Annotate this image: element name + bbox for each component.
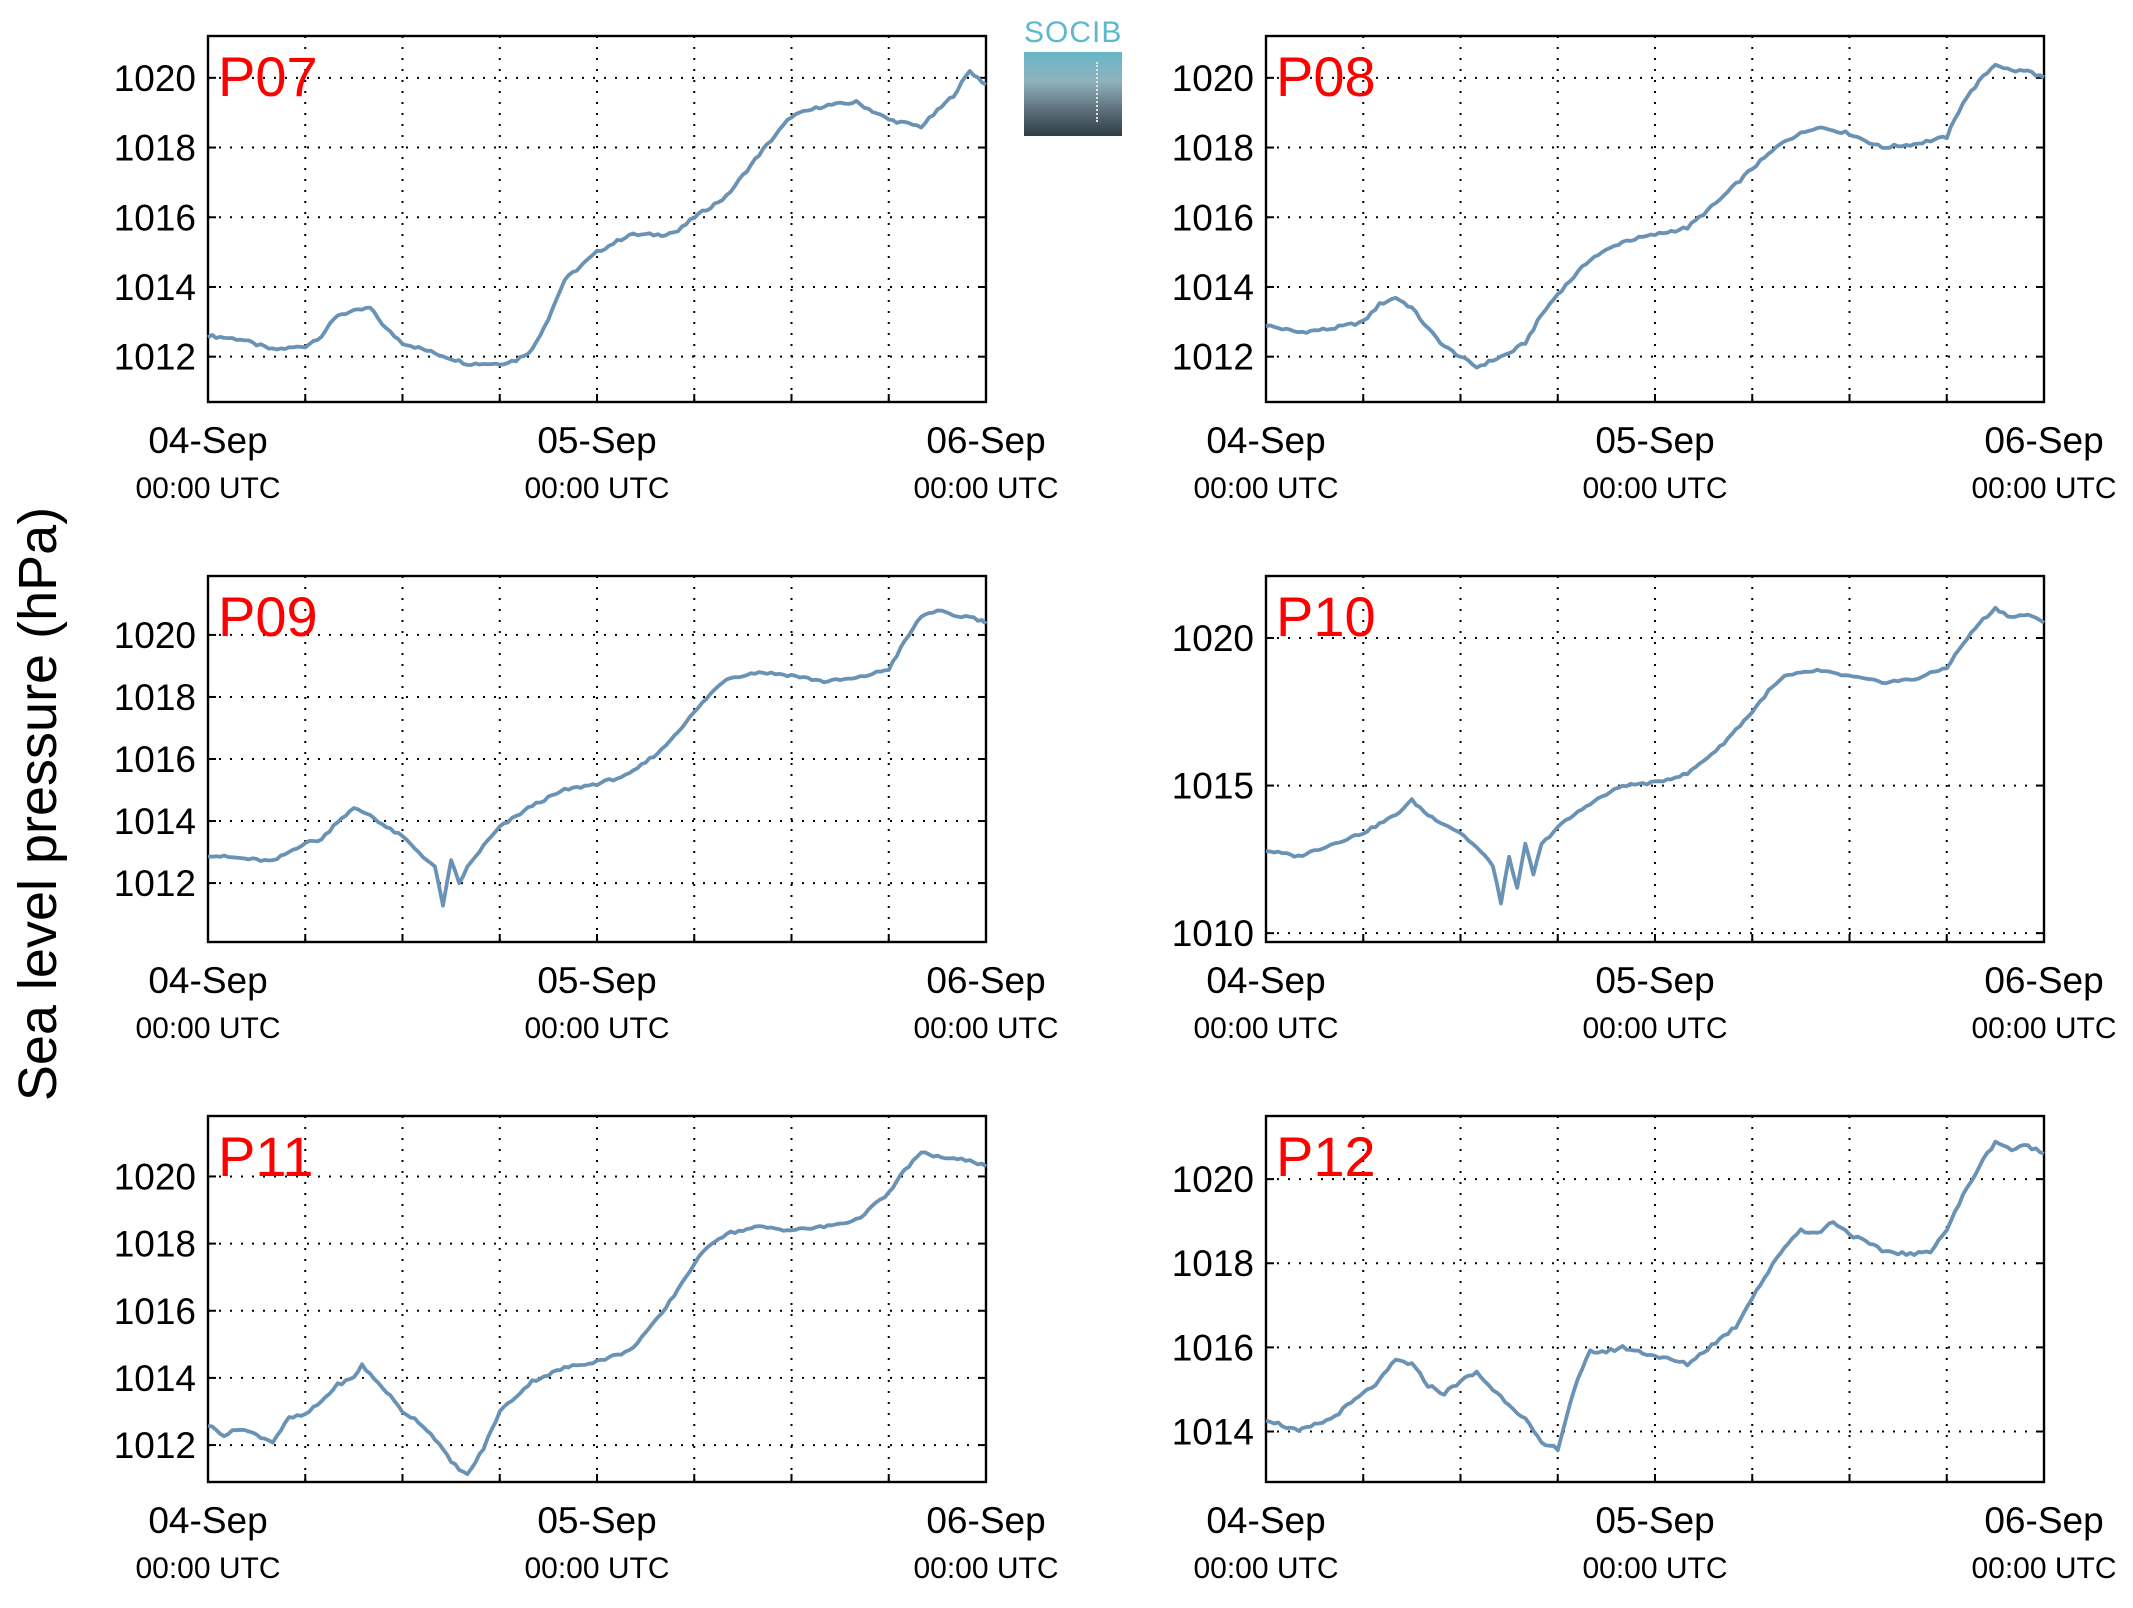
x-tick-label-time: 00:00 UTC (524, 472, 669, 505)
y-tick-label: 1015 (1172, 766, 1254, 807)
y-tick-label: 1016 (1172, 197, 1254, 238)
x-tick-label-date: 04-Sep (148, 1500, 267, 1541)
x-tick-label-time: 00:00 UTC (1582, 1012, 1727, 1045)
x-tick-label-date: 06-Sep (926, 960, 1045, 1001)
x-tick-label-date: 05-Sep (537, 420, 656, 461)
pressure-line-p07 (207, 69, 987, 367)
x-tick-label-time: 00:00 UTC (913, 1012, 1058, 1045)
y-tick-label: 1018 (1172, 128, 1254, 169)
x-tick-label-time: 00:00 UTC (135, 1552, 280, 1585)
x-tick-label-time: 00:00 UTC (135, 472, 280, 505)
x-tick-label-date: 05-Sep (1595, 960, 1714, 1001)
panel-label: P12 (1276, 1125, 1376, 1188)
y-tick-label: 1014 (1172, 1412, 1254, 1453)
x-tick-label-date: 04-Sep (1206, 420, 1325, 461)
axes-frame (206, 1114, 988, 1484)
y-tick-label: 1020 (114, 615, 196, 656)
x-tick-label-date: 04-Sep (148, 960, 267, 1001)
logo-text: SOCIB (1024, 16, 1123, 49)
pressure-line-p12 (1265, 1139, 2045, 1453)
x-tick-label-time: 00:00 UTC (524, 1552, 669, 1585)
y-tick-label: 1020 (1172, 58, 1254, 99)
x-tick-label-time: 00:00 UTC (1971, 1012, 2116, 1045)
y-tick-label: 1020 (114, 58, 196, 99)
x-tick-label-time: 00:00 UTC (1582, 1552, 1727, 1585)
y-tick-label: 1020 (1172, 618, 1254, 659)
x-tick-label-time: 00:00 UTC (1971, 1552, 2116, 1585)
y-tick-label: 1012 (114, 1425, 196, 1466)
y-tick-label: 1016 (114, 1291, 196, 1332)
x-tick-label-date: 04-Sep (1206, 1500, 1325, 1541)
y-tick-label: 1018 (1172, 1243, 1254, 1284)
panel-label: P11 (218, 1125, 313, 1188)
x-tick-label-date: 06-Sep (1984, 960, 2103, 1001)
chart-panel-p12: 1014 1016 1018 1020 04-Sep 00:00 UTC 05-Sep 00:… (1172, 1114, 2117, 1585)
axes-frame (1264, 1114, 2046, 1484)
y-tick-label: 1018 (114, 677, 196, 718)
panel-label: P08 (1276, 45, 1376, 108)
x-tick-label-time: 00:00 UTC (135, 1012, 280, 1045)
chart-panel-p10: 1010 1015 1020 04-Sep 00:00 UTC 05-Sep 00:00 U… (1172, 574, 2117, 1045)
chart-panel-p09: 1012 1014 1016 1018 1020 04-Sep 00:00 UTC 05-Se… (114, 574, 1059, 1045)
x-tick-label-time: 00:00 UTC (1971, 472, 2116, 505)
pressure-line-p09 (207, 608, 988, 908)
y-tick-label: 1016 (114, 739, 196, 780)
x-tick-label-date: 05-Sep (537, 960, 656, 1001)
axes-frame (1264, 34, 2046, 404)
pressure-line-p11 (207, 1150, 988, 1477)
x-tick-label-time: 00:00 UTC (1193, 1552, 1338, 1585)
panel-label: P10 (1276, 585, 1376, 648)
x-tick-label-date: 06-Sep (926, 1500, 1045, 1541)
x-tick-label-time: 00:00 UTC (1193, 1012, 1338, 1045)
x-tick-label-time: 00:00 UTC (1193, 472, 1338, 505)
chart-panel-p07: 1012 1014 1016 1018 1020 04-Sep 00:00 UTC 05-Se… (114, 34, 1059, 505)
y-tick-label: 1012 (1172, 337, 1254, 378)
y-tick-label: 1012 (114, 863, 196, 904)
x-tick-label-time: 00:00 UTC (913, 472, 1058, 505)
x-tick-label-time: 00:00 UTC (524, 1012, 669, 1045)
axes-frame (1264, 574, 2046, 944)
x-tick-label-time: 00:00 UTC (1582, 472, 1727, 505)
x-tick-label-date: 05-Sep (537, 1500, 656, 1541)
socib-logo: SOCIB (1024, 16, 1123, 136)
logo-graphic (1024, 52, 1122, 136)
x-tick-label-date: 06-Sep (926, 420, 1045, 461)
y-tick-label: 1018 (114, 1224, 196, 1265)
y-tick-label: 1012 (114, 337, 196, 378)
pressure-line-p10 (1265, 605, 2046, 906)
panel-label: P09 (218, 585, 318, 648)
y-tick-label: 1016 (1172, 1327, 1254, 1368)
y-tick-label: 1020 (114, 1156, 196, 1197)
x-tick-label-date: 04-Sep (1206, 960, 1325, 1001)
pressure-line-p08 (1265, 62, 2045, 370)
x-tick-label-date: 04-Sep (148, 420, 267, 461)
x-tick-label-date: 05-Sep (1595, 1500, 1714, 1541)
x-tick-label-date: 06-Sep (1984, 1500, 2103, 1541)
x-tick-label-date: 06-Sep (1984, 420, 2103, 461)
y-tick-label: 1020 (1172, 1159, 1254, 1200)
chart-panel-p08: 1012 1014 1016 1018 1020 04-Sep 00:00 UTC 05-Se… (1172, 34, 2117, 505)
y-tick-label: 1014 (1172, 267, 1254, 308)
logo-stripe (1096, 62, 1100, 122)
x-tick-label-time: 00:00 UTC (913, 1552, 1058, 1585)
y-tick-label: 1018 (114, 128, 196, 169)
y-tick-label: 1016 (114, 197, 196, 238)
y-tick-label: 1014 (114, 267, 196, 308)
y-tick-label: 1014 (114, 1358, 196, 1399)
chart-panel-p11: 1012 1014 1016 1018 1020 04-Sep 00:00 UTC 05-Se… (114, 1114, 1059, 1585)
y-tick-label: 1010 (1172, 913, 1254, 954)
y-tick-label: 1014 (114, 801, 196, 842)
axes-frame (206, 574, 988, 944)
panel-label: P07 (218, 45, 318, 108)
x-tick-label-date: 05-Sep (1595, 420, 1714, 461)
y-axis-label: Sea level pressure (hPa) (8, 506, 68, 1102)
axes-frame (206, 34, 988, 404)
